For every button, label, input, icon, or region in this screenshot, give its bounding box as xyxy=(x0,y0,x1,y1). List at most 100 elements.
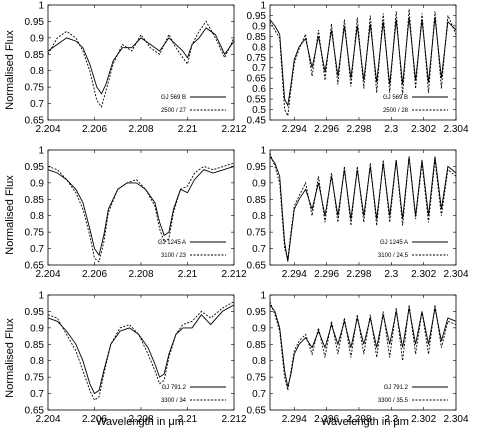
series-line-observed xyxy=(47,27,235,95)
series-line-observed xyxy=(269,156,457,262)
y-tick-label: 0.65 xyxy=(247,261,267,272)
spectrum-panel-3-2: 0.65 0.7 0.75 0.8 0.85 0.9 0.95 1 2.294 2.296 2.29… xyxy=(247,291,469,426)
y-tick-label: 0.85 xyxy=(247,195,267,206)
x-tick-label: 2.294 xyxy=(282,269,307,280)
legend-label: GJ 791.2 xyxy=(384,385,409,391)
y-tick-label: 0.75 xyxy=(247,373,267,384)
x-tick-label: 2.212 xyxy=(221,269,246,280)
x-tick-label: 2.3 xyxy=(384,269,398,280)
y-tick-label: 0.95 xyxy=(25,17,45,28)
y-tick-label: 0.65 xyxy=(25,116,45,127)
y-tick-label: 0.7 xyxy=(252,63,266,74)
y-tick-label: 0.9 xyxy=(30,33,44,44)
y-tick-label: 0.7 xyxy=(30,99,44,110)
legend-label: GJ 569 B xyxy=(161,95,186,101)
x-tick-label: 2.296 xyxy=(314,269,339,280)
y-tick-label: 0.7 xyxy=(252,389,266,400)
y-tick-label: 1 xyxy=(260,146,266,157)
y-tick-label: 0.95 xyxy=(247,162,267,173)
x-tick-label: 2.298 xyxy=(346,414,371,425)
x-tick-label: 2.294 xyxy=(282,124,307,135)
y-tick-label: 0.9 xyxy=(252,178,266,189)
y-tick-label: 0.9 xyxy=(30,323,44,334)
x-tick-label: 2.206 xyxy=(82,414,107,425)
x-tick-label: 2.304 xyxy=(443,269,468,280)
x-tick-label: 2.21 xyxy=(178,269,198,280)
y-tick-label: 0.75 xyxy=(247,53,267,64)
plot-frame xyxy=(269,149,457,266)
y-axis-title-row-1: Normalised Flux xyxy=(4,30,16,110)
x-tick-label: 2.296 xyxy=(314,414,339,425)
x-tick-label: 2.208 xyxy=(128,414,153,425)
series-line-model xyxy=(47,301,235,401)
series-line-model xyxy=(47,20,235,108)
x-tick-label: 2.294 xyxy=(282,414,307,425)
y-tick-label: 0.95 xyxy=(247,11,267,22)
y-tick-label: 0.75 xyxy=(25,83,45,94)
legend-label: 3300 / 34 xyxy=(161,398,187,404)
x-tick-label: 2.304 xyxy=(443,414,468,425)
series-line-model xyxy=(269,9,457,118)
y-tick-label: 1 xyxy=(38,291,44,302)
y-tick-label: 0.7 xyxy=(252,244,266,255)
x-tick-label: 2.296 xyxy=(314,124,339,135)
y-tick-label: 0.85 xyxy=(247,340,267,351)
x-tick-label: 2.204 xyxy=(35,124,60,135)
x-tick-label: 2.3 xyxy=(384,124,398,135)
plot-frame xyxy=(269,4,457,121)
series-line-observed xyxy=(269,304,457,388)
series-line-observed xyxy=(47,165,235,257)
y-tick-label: 0.55 xyxy=(247,95,267,106)
legend-label: 2500 / 27 xyxy=(161,108,187,114)
plot-frame xyxy=(47,294,235,411)
y-tick-label: 0.95 xyxy=(247,307,267,318)
series-line-model xyxy=(269,153,457,259)
y-tick-label: 0.65 xyxy=(247,406,267,417)
x-tick-label: 2.204 xyxy=(35,269,60,280)
legend-label: 2500 / 28 xyxy=(383,108,409,114)
y-axis-title-row-2: Normalised Flux xyxy=(4,175,16,255)
y-tick-label: 0.8 xyxy=(30,356,44,367)
y-tick-label: 1 xyxy=(38,146,44,157)
legend-label: 3300 / 35.5 xyxy=(378,398,409,404)
y-tick-label: 0.85 xyxy=(247,32,267,43)
y-tick-label: 0.85 xyxy=(25,340,45,351)
y-tick-label: 0.7 xyxy=(30,389,44,400)
spectrum-panel-3-1: 0.65 0.7 0.75 0.8 0.85 0.9 0.95 1 2.204 2.206 2.20… xyxy=(25,291,247,426)
y-tick-label: 1 xyxy=(260,1,266,12)
y-tick-label: 0.8 xyxy=(252,211,266,222)
y-tick-label: 0.8 xyxy=(252,356,266,367)
x-tick-label: 2.21 xyxy=(178,414,198,425)
x-tick-label: 2.304 xyxy=(443,124,468,135)
x-tick-label: 2.206 xyxy=(82,269,107,280)
y-tick-label: 0.75 xyxy=(247,228,267,239)
x-tick-label: 2.3 xyxy=(384,414,398,425)
y-tick-label: 0.5 xyxy=(252,105,266,116)
y-tick-label: 0.95 xyxy=(25,162,45,173)
y-tick-label: 0.65 xyxy=(25,261,45,272)
x-tick-label: 2.298 xyxy=(346,124,371,135)
legend-label: GJ 791.2 xyxy=(162,385,187,391)
x-tick-label: 2.206 xyxy=(82,124,107,135)
y-tick-label: 0.8 xyxy=(30,211,44,222)
x-tick-label: 2.212 xyxy=(221,124,246,135)
x-tick-label: 2.302 xyxy=(411,124,436,135)
legend-label: GJ 569 B xyxy=(383,95,408,101)
x-tick-label: 2.208 xyxy=(128,269,153,280)
y-tick-label: 0.75 xyxy=(25,228,45,239)
x-tick-label: 2.302 xyxy=(411,414,436,425)
y-tick-label: 0.85 xyxy=(25,50,45,61)
y-tick-label: 0.9 xyxy=(252,323,266,334)
x-axis-title-left: Wavelength in μm xyxy=(96,416,184,428)
y-tick-label: 0.85 xyxy=(25,195,45,206)
x-tick-label: 2.302 xyxy=(411,269,436,280)
plot-frame xyxy=(269,294,457,411)
y-tick-label: 0.65 xyxy=(25,406,45,417)
x-tick-label: 2.212 xyxy=(221,414,246,425)
y-axis-title-row-3: Normalised Flux xyxy=(4,318,16,398)
y-tick-label: 1 xyxy=(38,1,44,12)
legend-label: GJ 1245 A xyxy=(158,240,186,246)
legend-label: GJ 1245 A xyxy=(380,240,408,246)
